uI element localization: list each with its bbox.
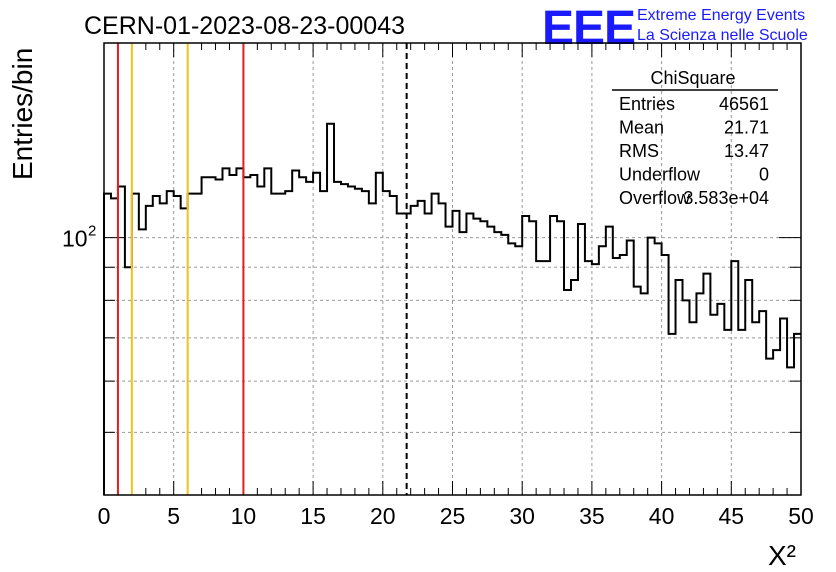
grid-lines <box>104 43 801 495</box>
x-tick-label: 20 <box>370 503 396 529</box>
x-tick-label: 10 <box>231 503 257 529</box>
eee-logo-text: EEE <box>542 2 635 55</box>
stats-value: 0 <box>759 165 769 185</box>
x-tick-label: 5 <box>167 503 180 529</box>
stats-value: 21.71 <box>724 118 769 138</box>
eee-logo: EEE Extreme Energy Events La Scienza nel… <box>542 2 808 55</box>
stats-label: Underflow <box>619 165 701 185</box>
x-tick-label: 45 <box>719 503 745 529</box>
plot-frame <box>103 42 802 496</box>
stats-label: RMS <box>619 141 659 161</box>
x-tick-labels: 0 5 10 15 20 25 30 35 40 45 50 <box>98 503 814 529</box>
stats-label: Entries <box>619 94 675 114</box>
y-tick-label-exponent: 2 <box>88 223 96 240</box>
x-tick-label: 40 <box>649 503 675 529</box>
chart-title: CERN-01-2023-08-23-00043 <box>84 12 405 40</box>
stats-label: Mean <box>619 118 664 138</box>
y-tick-label-base: 10 <box>62 226 88 252</box>
stats-value: 46561 <box>719 94 769 114</box>
x-tick-label: 15 <box>300 503 326 529</box>
stats-value: 3.583e+04 <box>683 188 769 208</box>
x-tick-label: 35 <box>579 503 605 529</box>
x-tick-label: 30 <box>509 503 535 529</box>
x-axis-label: X² <box>768 540 796 571</box>
stats-label: Overflow <box>619 188 691 208</box>
cut-lines <box>116 43 408 495</box>
stats-title: ChiSquare <box>650 68 735 88</box>
stats-value: 13.47 <box>724 141 769 161</box>
stats-box: ChiSquare Entries 46561 Mean 21.71 RMS 13.47 U… <box>612 68 778 208</box>
x-tick-label: 0 <box>98 503 111 529</box>
histogram-line <box>103 122 801 495</box>
x-tick-label: 50 <box>788 503 814 529</box>
y-axis-label: Entries/bin <box>7 48 38 180</box>
x-tick-label: 25 <box>440 503 466 529</box>
y-tick-labels: 10 2 <box>62 223 96 252</box>
eee-logo-line2: La Scienza nelle Scuole <box>637 27 808 44</box>
eee-logo-line1: Extreme Energy Events <box>637 7 805 24</box>
